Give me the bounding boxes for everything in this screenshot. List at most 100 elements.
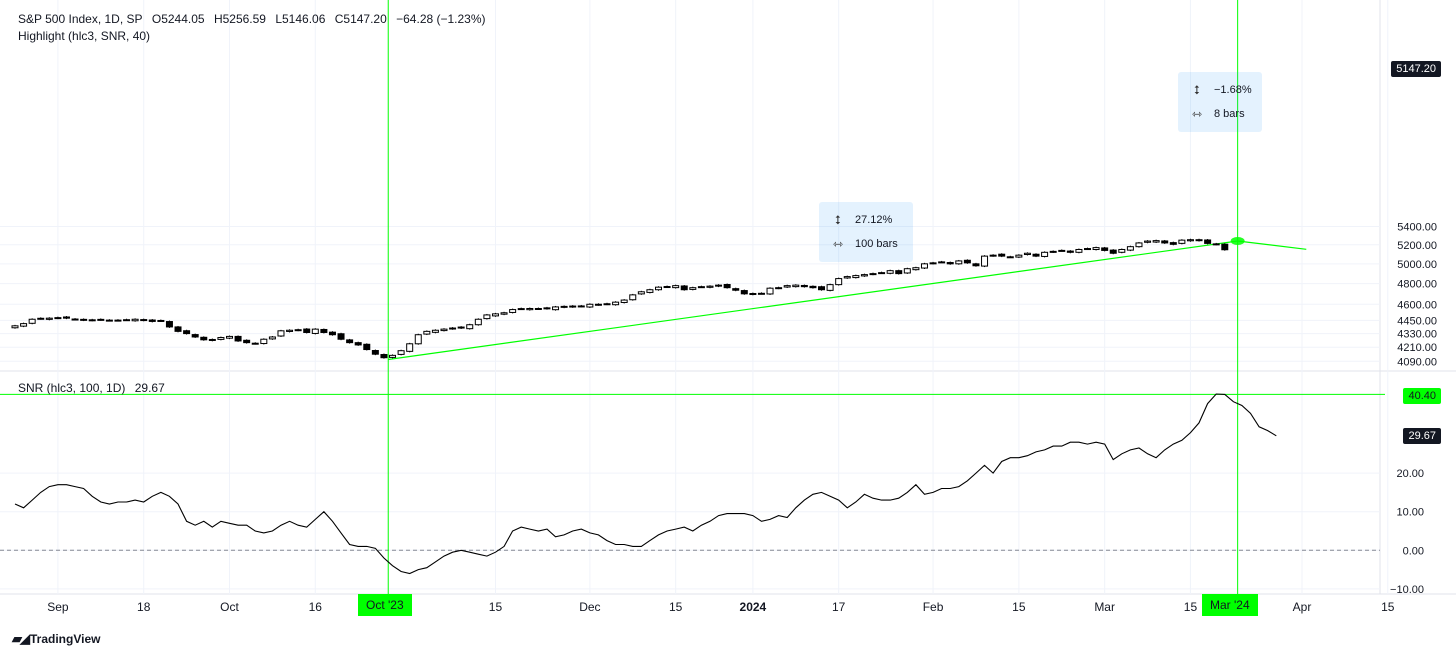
candle (740, 290, 748, 295)
candle (886, 270, 894, 274)
snr-axis-label: 0.00 (1403, 545, 1424, 557)
price-axis-label: 4450.00 (1397, 315, 1437, 327)
price-axis-label: 4330.00 (1397, 329, 1437, 341)
vertical-range-icon: ⭥ (834, 212, 842, 227)
candle (800, 284, 808, 288)
candle (560, 305, 568, 308)
candle (45, 317, 53, 320)
candle (989, 254, 997, 257)
candle (1101, 247, 1109, 251)
last-price-tag: 5147.20 (1391, 61, 1441, 77)
candle (226, 335, 233, 339)
candle (491, 313, 499, 317)
time-axis-label: 15 (1381, 600, 1395, 614)
candle (1118, 248, 1126, 253)
candle (1161, 240, 1169, 244)
measure-recent-pct: −1.68% (1214, 84, 1252, 96)
candle (123, 319, 131, 322)
candle (1221, 243, 1229, 251)
candle (792, 284, 800, 288)
snr-axis-label: 10.00 (1396, 507, 1424, 519)
candle (1084, 248, 1091, 251)
candle (715, 284, 723, 287)
candle (835, 278, 843, 286)
candle (706, 285, 714, 288)
indicator-title[interactable]: Highlight (hlc3, SNR, 40) (18, 29, 151, 43)
time-axis-label: 15 (489, 600, 503, 614)
candle (1023, 252, 1031, 256)
candle (191, 334, 199, 338)
time-axis-label: 17 (832, 600, 846, 614)
candle (912, 267, 920, 271)
measure-box-recent[interactable]: ⭥ −1.68% ⇿ 8 bars (1178, 72, 1262, 132)
candle (655, 286, 662, 291)
candle (423, 330, 431, 335)
price-legend: S&P 500 Index, 1D, SP O5244.05 H5256.59 … (18, 12, 492, 26)
candle (1075, 248, 1083, 253)
price-axis-label: 4600.00 (1397, 299, 1437, 311)
candle (62, 316, 70, 319)
candle (37, 317, 45, 320)
candle (509, 309, 517, 313)
candle (1152, 240, 1160, 243)
tradingview-logo[interactable]: ▰◢ TradingView (12, 631, 100, 647)
candle (346, 339, 354, 344)
measure-box-main[interactable]: ⭥ 27.12% ⇿ 100 bars (819, 202, 913, 262)
candle (1195, 239, 1203, 242)
candle (1092, 247, 1100, 251)
time-axis-label: 18 (137, 600, 151, 614)
price-axis-label: 5400.00 (1397, 221, 1437, 233)
candle (474, 318, 482, 326)
measure-main-bars: 100 bars (855, 238, 898, 250)
candle (594, 303, 602, 306)
snr-axis-label: 20.00 (1396, 468, 1424, 480)
time-axis-label: Oct (220, 600, 239, 614)
candle (320, 328, 328, 333)
change-value: −64.28 (−1.23%) (396, 12, 486, 26)
time-axis-label: 16 (309, 600, 323, 614)
candle (672, 285, 680, 289)
candle (71, 318, 79, 321)
snr-legend[interactable]: SNR (hlc3, 100, 1D) 29.67 (18, 381, 171, 395)
date-marker-mar: Mar '24 (1202, 594, 1258, 616)
candle (105, 319, 113, 322)
candle (114, 319, 122, 322)
snr-level-tag: 40.40 (1403, 388, 1441, 404)
candle (200, 336, 208, 341)
candle (697, 286, 705, 289)
candle (389, 354, 397, 358)
candle (440, 328, 448, 332)
candle (534, 307, 542, 310)
candle (251, 342, 259, 345)
candle (869, 273, 877, 276)
candle (483, 314, 491, 320)
candle (895, 270, 903, 275)
candle (963, 259, 971, 264)
horizontal-range-icon: ⇿ (1191, 107, 1203, 121)
tradingview-logo-icon: ▰◢ (12, 631, 30, 646)
candle (552, 306, 560, 311)
candle (1144, 240, 1152, 243)
candle (723, 283, 731, 289)
candle (629, 294, 637, 301)
candle (637, 291, 645, 295)
candle (809, 285, 817, 289)
indicator-legend[interactable]: Highlight (hlc3, SNR, 40) (18, 29, 156, 43)
candle (878, 272, 886, 275)
logo-text: TradingView (30, 632, 101, 646)
candle (363, 343, 371, 351)
candle (749, 293, 757, 296)
candle (689, 287, 697, 290)
candle (775, 287, 783, 290)
snr-title[interactable]: SNR (hlc3, 100, 1D) (18, 381, 126, 395)
candle (131, 318, 139, 322)
candle (1041, 251, 1049, 257)
candle (328, 331, 336, 336)
candle (732, 288, 740, 291)
candle (28, 318, 36, 324)
candle (183, 330, 191, 335)
candle (920, 263, 928, 269)
symbol-title[interactable]: S&P 500 Index, 1D, SP (18, 12, 143, 26)
candle (234, 335, 242, 342)
